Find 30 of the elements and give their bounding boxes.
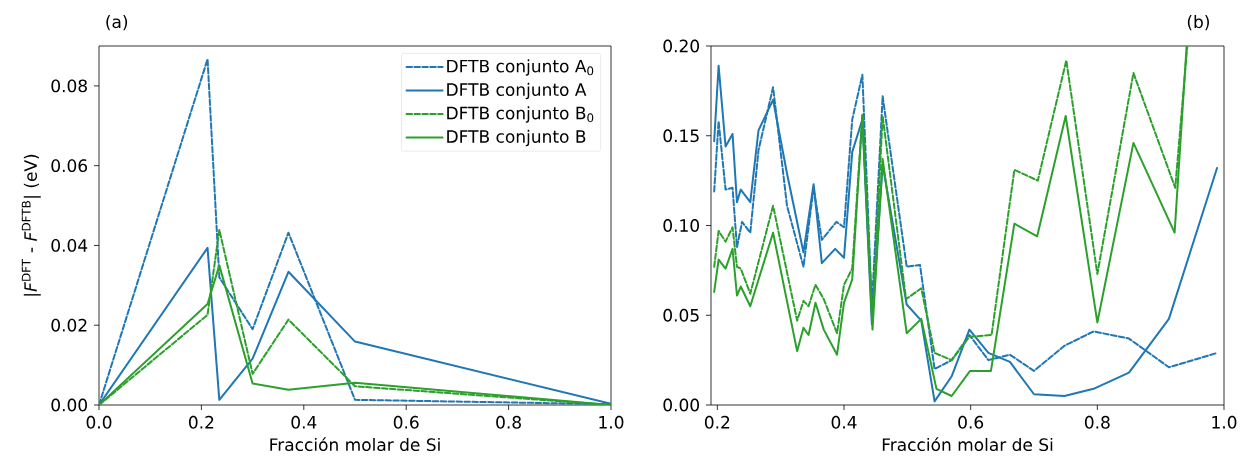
x-tick-label: 1.0 — [599, 415, 624, 429]
x-tick-label: 0.2 — [189, 415, 214, 429]
y-tick-label: 0.04 — [51, 239, 88, 252]
chart-title: (b) — [1187, 14, 1209, 31]
x-tick-label: 0.0 — [86, 415, 112, 429]
y-tick-label: 0.06 — [51, 159, 88, 173]
y-axis-title: |F$^{DFT}$ - F$^{DFTB}$| (eV) — [21, 154, 41, 296]
x-tick-label: 0.8 — [496, 415, 521, 429]
x-tick-label: 0.8 — [1084, 415, 1110, 429]
x-tick-label: 0.6 — [393, 415, 419, 429]
y-tick-label: 0.08 — [51, 79, 87, 93]
y-tick-label: 0.00 — [663, 398, 700, 412]
x-tick-label: 0.6 — [958, 415, 984, 429]
x-tick-label: 1.0 — [1212, 415, 1237, 429]
x-tick-label: 0.4 — [291, 415, 317, 429]
x-tick-label: 0.4 — [831, 415, 857, 429]
y-tick-label: 0.05 — [663, 308, 699, 322]
x-axis-title: Fracción molar de Si — [270, 437, 440, 452]
legend-label: DFTB conjunto B$_{0}$ — [447, 106, 594, 123]
legend-label: DFTB conjunto B — [447, 129, 586, 147]
chart-title: (a) — [106, 15, 128, 31]
legend-label: DFTB conjunto A — [447, 82, 587, 100]
legend-label: DFTB conjunto A$_{0}$ — [447, 59, 594, 76]
x-tick-label: 0.2 — [704, 415, 730, 429]
y-tick-label: 0.15 — [663, 129, 699, 143]
y-tick-label: 0.10 — [663, 219, 700, 232]
y-tick-label: 0.00 — [51, 398, 87, 412]
x-axis-title: Fracción molar de Si — [882, 437, 1053, 452]
y-tick-label: 0.02 — [51, 318, 87, 332]
y-tick-label: 0.20 — [663, 39, 700, 53]
